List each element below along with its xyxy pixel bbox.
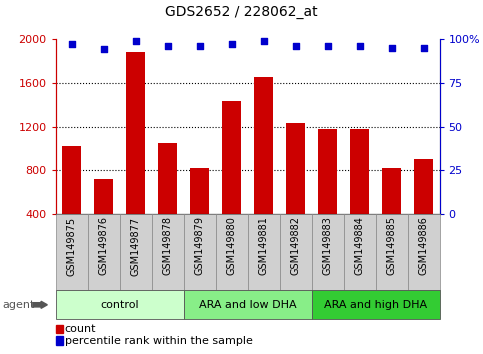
Point: [68, 41, 75, 47]
Point: [388, 45, 396, 51]
Bar: [152, 214, 184, 290]
Point: [324, 43, 331, 49]
Point: [227, 41, 235, 47]
Text: GSM149879: GSM149879: [195, 216, 204, 275]
Point: [132, 38, 140, 44]
Bar: [62, 146, 81, 258]
Bar: [184, 214, 215, 290]
Bar: [158, 143, 177, 258]
Bar: [343, 214, 376, 290]
Text: GSM149884: GSM149884: [355, 216, 365, 275]
Bar: [215, 214, 248, 290]
Bar: [318, 129, 337, 258]
Text: GDS2652 / 228062_at: GDS2652 / 228062_at: [165, 5, 318, 19]
Bar: [190, 168, 209, 258]
Text: GSM149883: GSM149883: [323, 216, 332, 275]
Text: GSM149875: GSM149875: [67, 216, 76, 275]
Point: [420, 45, 427, 51]
Text: GSM149878: GSM149878: [163, 216, 172, 275]
Point: [196, 43, 203, 49]
Text: control: control: [100, 300, 139, 310]
Bar: [254, 77, 273, 258]
Bar: [312, 214, 343, 290]
Text: GSM149876: GSM149876: [99, 216, 109, 275]
Text: GSM149880: GSM149880: [227, 216, 237, 275]
Text: ARA and low DHA: ARA and low DHA: [199, 300, 297, 310]
Bar: [280, 214, 312, 290]
Bar: [414, 159, 433, 258]
Text: agent: agent: [2, 300, 35, 310]
Text: GSM149882: GSM149882: [291, 216, 300, 275]
Text: percentile rank within the sample: percentile rank within the sample: [65, 336, 253, 346]
Bar: [286, 123, 305, 258]
Bar: [350, 129, 369, 258]
Bar: [94, 179, 113, 258]
Bar: [222, 101, 241, 258]
Text: GSM149877: GSM149877: [130, 216, 141, 275]
Point: [99, 47, 107, 52]
Bar: [248, 214, 280, 290]
Bar: [126, 52, 145, 258]
Point: [292, 43, 299, 49]
Bar: [87, 214, 120, 290]
Bar: [184, 290, 312, 319]
Bar: [382, 168, 401, 258]
Point: [260, 38, 268, 44]
Bar: [408, 214, 440, 290]
Text: GSM149885: GSM149885: [386, 216, 397, 275]
Bar: [376, 214, 408, 290]
Bar: [312, 290, 440, 319]
Text: GSM149881: GSM149881: [258, 216, 269, 275]
Text: GSM149886: GSM149886: [419, 216, 428, 275]
Text: count: count: [65, 324, 96, 334]
Text: ARA and high DHA: ARA and high DHA: [324, 300, 427, 310]
Bar: [120, 214, 152, 290]
Bar: [56, 290, 184, 319]
Bar: [56, 214, 87, 290]
Point: [164, 43, 171, 49]
Point: [355, 43, 363, 49]
